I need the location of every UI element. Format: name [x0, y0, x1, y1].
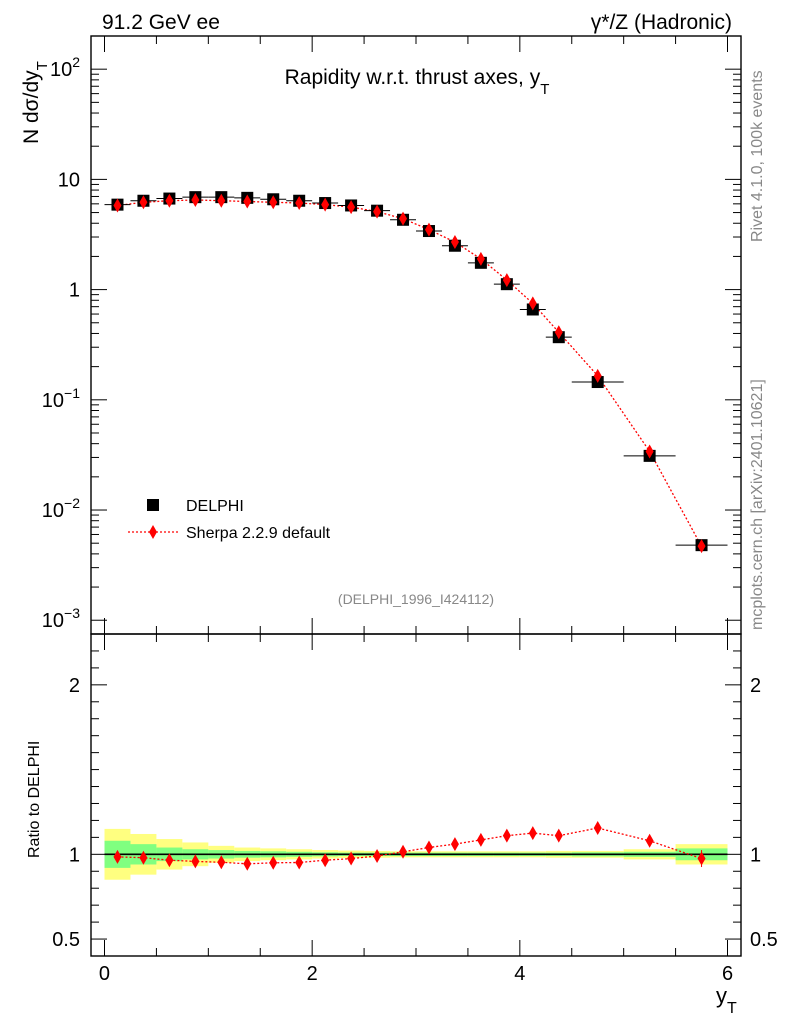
y-tick-exp: 2	[72, 54, 80, 70]
y-tick-base: 1	[69, 280, 80, 302]
y-tick-exp: −3	[64, 605, 80, 621]
ratio-y-label: Ratio to DELPHI	[26, 741, 43, 858]
y-tick-label: 1	[69, 280, 80, 302]
mc-point	[502, 273, 511, 288]
y-tick-base: 10	[50, 59, 72, 81]
ratio-point	[645, 833, 654, 848]
main-marks	[104, 191, 728, 554]
mc-point	[645, 444, 654, 459]
energy-label: 91.2 GeV ee	[102, 11, 220, 34]
mc-point	[528, 296, 537, 311]
ratio-y-tick-label-right: 0.5	[750, 929, 778, 951]
process-label: γ*/Z (Hadronic)	[591, 11, 732, 34]
source-label: mcplots.cern.ch [arXiv:2401.10621]	[749, 379, 766, 630]
ratio-y-tick-label-left: 1	[69, 844, 80, 866]
analysis-id: (DELPHI_1996_I424112)	[338, 591, 494, 607]
y-tick-exp: −1	[64, 385, 80, 401]
mc-point	[113, 198, 122, 213]
chart-title-text: Rapidity w.r.t. thrust axes, y	[285, 66, 541, 89]
rivet-label: Rivet 4.1.0, 100k events	[749, 70, 766, 242]
ratio-point	[450, 837, 459, 852]
ratio-panel: 0.5 0.5 1 1 2 2 0 2 4 6 Ratio to DELPHI yT	[26, 633, 778, 1017]
ratio-point	[113, 849, 122, 864]
chart-title-sub: T	[540, 81, 549, 98]
ratio-point	[191, 854, 200, 869]
x-tick-label: 2	[307, 963, 318, 985]
y-tick-base: 10	[42, 500, 64, 522]
mc-line	[117, 199, 703, 547]
y-tick-label: 10	[58, 169, 80, 191]
mc-point	[269, 195, 278, 210]
ratio-y-tick-label-right: 1	[750, 844, 761, 866]
y-tick-base: 10	[42, 390, 64, 412]
mc-point	[243, 194, 252, 209]
ratio-y-tick-label-left: 2	[69, 675, 80, 697]
mc-point	[139, 195, 148, 210]
ratio-point	[347, 851, 356, 866]
mc-point	[373, 204, 382, 219]
chart-title: Rapidity w.r.t. thrust axes, yT	[285, 66, 550, 98]
x-tick-label: 6	[722, 963, 733, 985]
ratio-point	[165, 853, 174, 868]
x-axis-label: yT	[716, 983, 737, 1017]
y-tick-exp: −2	[64, 495, 80, 511]
mc-point	[697, 539, 706, 554]
legend-label-sherpa: Sherpa 2.2.9 default	[186, 525, 331, 542]
mc-point	[217, 193, 226, 208]
legend-label-delphi: DELPHI	[186, 498, 244, 515]
y-axis-label: N dσ/dyT	[20, 61, 51, 144]
ratio-point	[424, 840, 433, 855]
mc-point	[165, 193, 174, 208]
mc-point	[321, 197, 330, 212]
y-tick-label: 10−1	[42, 385, 80, 412]
ratio-point	[399, 844, 408, 859]
x-tick-label: 0	[99, 963, 110, 985]
mc-point	[399, 211, 408, 226]
mc-point	[347, 200, 356, 215]
mc-point	[450, 235, 459, 250]
mc-point	[554, 325, 563, 340]
ratio-point	[321, 853, 330, 868]
x-axis-label-sub: T	[727, 1000, 737, 1017]
ratio-point	[269, 855, 278, 870]
ratio-point	[217, 855, 226, 870]
ratio-point	[554, 828, 563, 843]
ratio-point	[502, 828, 511, 843]
x-tick-label: 4	[514, 963, 525, 985]
ratio-point	[593, 821, 602, 836]
legend-marker-delphi	[147, 499, 159, 511]
mc-point	[476, 251, 485, 266]
x-axis-label-text: y	[716, 983, 727, 1008]
ratio-point	[243, 856, 252, 871]
main-frame	[90, 35, 742, 635]
mc-point	[191, 193, 200, 208]
ratio-frame	[90, 633, 742, 957]
y-axis-label-sub: T	[34, 61, 51, 70]
ratio-point	[697, 851, 706, 866]
y-tick-base: 10	[42, 610, 64, 632]
y-tick-label: 102	[50, 54, 80, 81]
mc-point	[593, 368, 602, 383]
legend-marker-sherpa	[149, 525, 157, 539]
ratio-ticks: 0.5 0.5 1 1 2 2 0 2 4 6	[52, 634, 778, 985]
ratio-point	[139, 850, 148, 865]
y-tick-label: 10−3	[42, 605, 80, 632]
mc-point	[295, 196, 304, 211]
legend: DELPHI Sherpa 2.2.9 default	[128, 498, 331, 542]
ratio-marks	[104, 821, 728, 880]
ratio-point	[373, 849, 382, 864]
ratio-point	[295, 855, 304, 870]
y-tick-base: 10	[58, 169, 80, 191]
ratio-point	[528, 826, 537, 841]
y-tick-label: 10−2	[42, 495, 80, 522]
y-axis-label-text: N dσ/dy	[20, 70, 43, 144]
ratio-y-tick-label-right: 2	[750, 675, 761, 697]
ratio-point	[476, 832, 485, 847]
ratio-y-tick-label-left: 0.5	[52, 929, 80, 951]
mc-point	[424, 222, 433, 237]
